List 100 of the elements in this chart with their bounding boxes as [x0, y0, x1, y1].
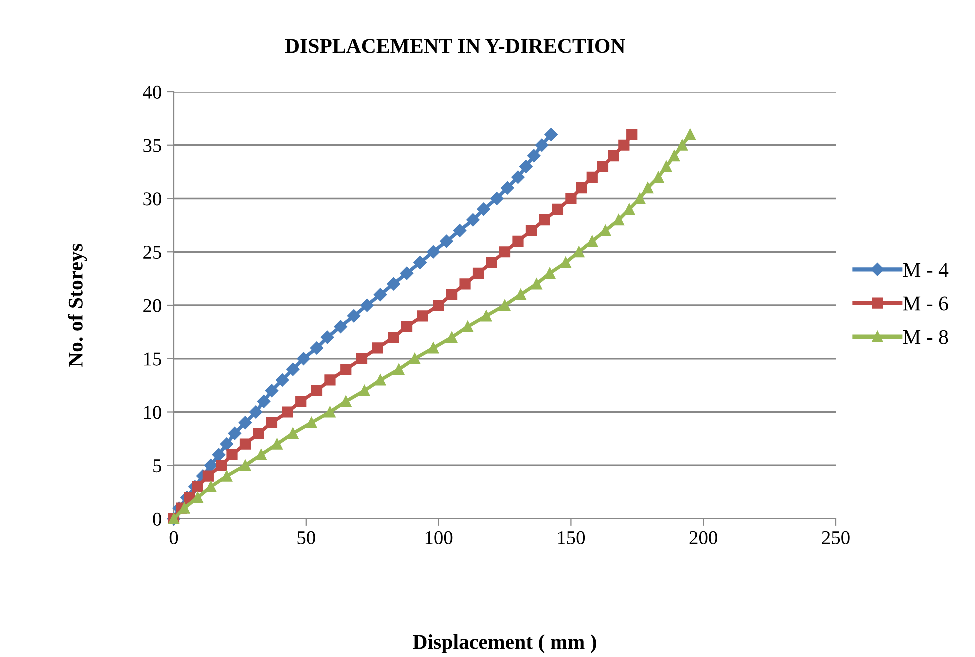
point: [574, 246, 585, 258]
point: [462, 321, 474, 332]
x-tick-label: 150: [558, 531, 586, 544]
point: [374, 288, 388, 302]
x-tick-label: 50: [298, 531, 316, 544]
point: [297, 352, 310, 366]
point: [306, 417, 318, 428]
point: [634, 193, 646, 204]
point: [276, 374, 290, 387]
point: [257, 394, 271, 408]
point: [440, 234, 454, 248]
y-tick-label: 30: [144, 192, 162, 206]
y-tick-label: 5: [154, 460, 162, 473]
point: [576, 182, 588, 194]
point: [240, 460, 252, 472]
legend-label: M - 4: [903, 263, 949, 277]
point: [226, 449, 238, 461]
point: [240, 438, 252, 450]
point: [256, 449, 267, 461]
point: [204, 459, 218, 472]
point: [446, 332, 458, 344]
point: [642, 182, 654, 194]
y-axis-title: No. of Storeys: [68, 244, 88, 368]
x-tick-label: 250: [822, 531, 850, 544]
point: [220, 438, 234, 451]
point: [552, 204, 564, 215]
point: [228, 427, 242, 440]
point: [401, 321, 413, 332]
point: [310, 342, 324, 355]
point: [340, 364, 352, 376]
point: [515, 289, 526, 300]
point: [428, 342, 440, 354]
point: [221, 470, 233, 482]
point: [250, 406, 263, 419]
point: [520, 160, 533, 174]
point: [266, 417, 278, 428]
point: [544, 128, 558, 142]
point: [600, 225, 612, 236]
point: [526, 225, 538, 236]
point: [417, 310, 428, 322]
point: [265, 384, 279, 398]
y-tick-label: 15: [144, 352, 162, 366]
point: [320, 330, 334, 344]
point: [179, 502, 190, 514]
x-tick-label: 100: [426, 531, 453, 544]
x-tick-label: 0: [170, 531, 178, 544]
point: [400, 266, 414, 280]
point: [531, 278, 542, 290]
point: [296, 396, 307, 408]
point: [586, 236, 598, 248]
point: [388, 332, 400, 344]
y-tick-label: 20: [144, 299, 162, 312]
point: [660, 161, 672, 172]
point: [286, 362, 300, 376]
point: [446, 289, 458, 300]
point: [528, 149, 541, 163]
point: [360, 298, 374, 312]
point: [535, 138, 549, 152]
x-axis-title: Displacement ( mm ): [413, 634, 596, 654]
point: [409, 353, 421, 364]
point: [653, 172, 664, 183]
point: [359, 385, 370, 396]
y-tick-label: 10: [144, 406, 162, 420]
point: [216, 460, 228, 472]
point: [426, 246, 440, 259]
point: [624, 204, 636, 215]
point: [626, 129, 638, 140]
point: [477, 202, 490, 216]
point: [206, 481, 217, 493]
point: [324, 374, 336, 386]
y-tick-label: 40: [143, 86, 162, 99]
point: [372, 342, 384, 354]
point: [202, 470, 214, 482]
point: [486, 257, 498, 268]
point: [560, 257, 572, 268]
point: [466, 214, 480, 227]
point: [539, 214, 550, 226]
point: [597, 161, 609, 172]
point: [608, 150, 620, 162]
point: [684, 129, 696, 140]
point: [460, 278, 471, 290]
point: [253, 428, 264, 440]
point: [668, 150, 680, 162]
y-tick-label: 35: [144, 139, 162, 152]
point: [311, 385, 323, 396]
point: [501, 181, 514, 195]
point: [490, 192, 504, 206]
point: [453, 224, 467, 238]
point: [472, 268, 484, 280]
point: [676, 140, 688, 151]
point: [282, 406, 294, 418]
point: [288, 428, 299, 440]
point: [512, 170, 525, 184]
point: [586, 172, 598, 183]
point: [414, 256, 427, 270]
point: [613, 214, 624, 226]
point: [334, 320, 348, 334]
point: [356, 353, 368, 364]
chart-title: DISPLACEMENT IN Y-DIRECTION: [285, 39, 626, 54]
point: [394, 364, 405, 376]
